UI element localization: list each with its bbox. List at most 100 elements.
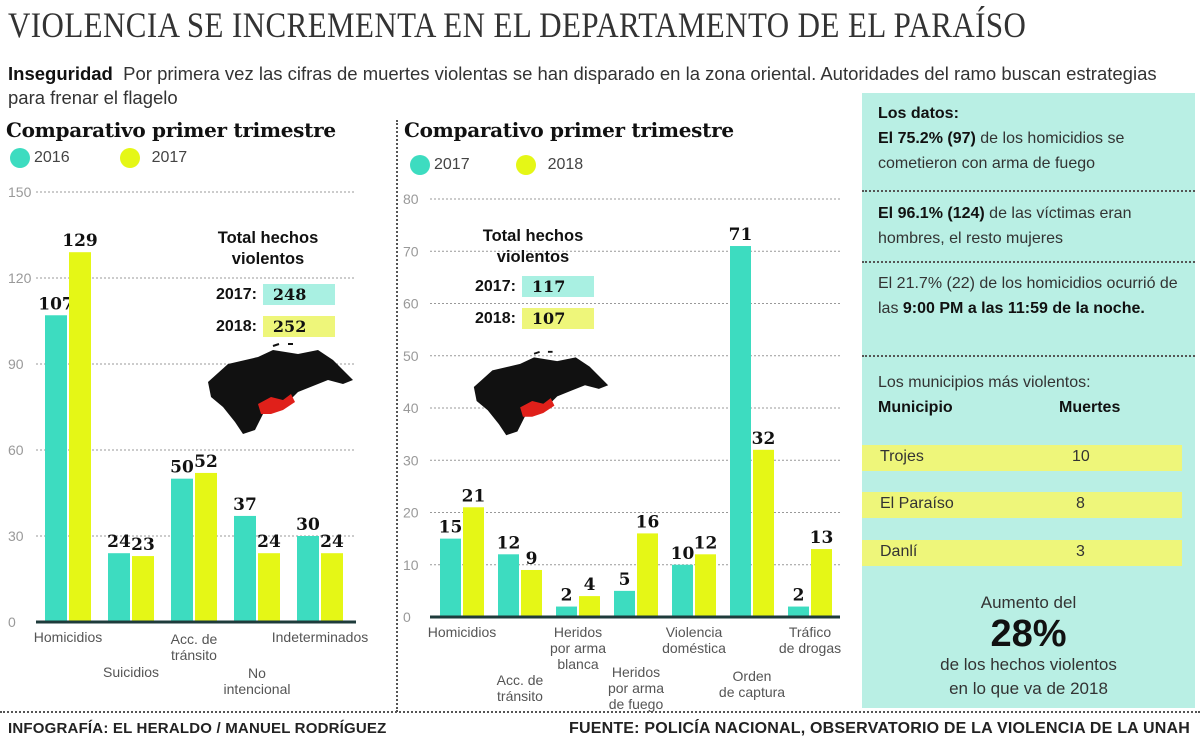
kicker: Inseguridad bbox=[8, 63, 113, 84]
bar bbox=[788, 606, 809, 617]
y-tick-label: 120 bbox=[8, 270, 32, 286]
chart2-title: Comparativo primer trimestre bbox=[404, 118, 734, 142]
chart1-inset-row: 2018: 252 bbox=[216, 316, 335, 337]
municipio-row: El Paraíso 8 bbox=[862, 492, 1182, 518]
bar bbox=[258, 553, 280, 622]
x-category-label: Homicidios bbox=[427, 624, 497, 640]
bar bbox=[440, 538, 461, 617]
data-label: 107 bbox=[38, 294, 74, 314]
y-tick-label: 150 bbox=[8, 184, 32, 200]
footer-source: FUENTE: POLICÍA NACIONAL, OBSERVATORIO D… bbox=[568, 720, 1190, 737]
y-tick-label: 30 bbox=[403, 452, 419, 468]
legend-dot-2017 bbox=[119, 148, 140, 168]
legend-label: 2018 bbox=[547, 156, 584, 173]
data-label: 10 bbox=[671, 544, 695, 564]
col-muertes: Muertes bbox=[1059, 399, 1121, 416]
x-category-label: Orden de captura bbox=[718, 668, 786, 700]
fact-3: El 21.7% (22) de los homicidios ocurrió … bbox=[878, 271, 1178, 321]
page-title: VIOLENCIA SE INCREMENTA EN EL DEPARTAMEN… bbox=[8, 5, 1027, 45]
bar bbox=[695, 554, 716, 617]
data-label: 5 bbox=[619, 570, 631, 590]
y-tick-label: 30 bbox=[8, 528, 24, 544]
y-tick-label: 0 bbox=[8, 614, 16, 630]
data-label: 9 bbox=[526, 549, 538, 569]
y-tick-label: 70 bbox=[403, 243, 419, 259]
fact-bold: El 75.2% (97) bbox=[878, 130, 976, 147]
increase-value: 28% bbox=[990, 613, 1067, 655]
subtitle: Inseguridad Por primera vez las cifras d… bbox=[8, 62, 1178, 110]
x-category-label: Homicidios bbox=[33, 629, 103, 645]
honduras-map-icon bbox=[208, 343, 353, 434]
data-label: 37 bbox=[233, 495, 257, 515]
x-category-label: Heridos por arma de fuego bbox=[607, 664, 665, 712]
municipios-header: Municipio Muertes bbox=[878, 395, 1188, 420]
divider bbox=[862, 355, 1195, 357]
inset-value: 252 bbox=[262, 316, 335, 337]
subtitle-text: Por primera vez las cifras de muertes vi… bbox=[8, 63, 1157, 108]
municipios-title: Los municipios más violentos: bbox=[878, 374, 1091, 391]
chart2-inset-title: Total hechos violentos bbox=[482, 227, 584, 266]
x-category-label: Suicidios bbox=[102, 664, 160, 680]
data-label: 24 bbox=[320, 532, 344, 552]
legend-label: 2016 bbox=[34, 149, 70, 166]
chart1-legend: 2016 2017 bbox=[10, 148, 187, 168]
x-category-label: Acc. de tránsito bbox=[170, 631, 218, 663]
chart1-inset-row: 2017: 248 bbox=[216, 284, 335, 305]
x-category-label: Violencia doméstica bbox=[662, 624, 726, 656]
municipio-value: 10 bbox=[1072, 448, 1090, 465]
y-tick-label: 60 bbox=[403, 296, 419, 312]
municipio-name: Danlí bbox=[880, 543, 918, 560]
chart2-inset-row: 2017: 117 bbox=[475, 276, 594, 297]
bar bbox=[463, 507, 484, 617]
legend-dot-2016 bbox=[10, 148, 30, 168]
inset-label: 2017: bbox=[475, 277, 516, 295]
fact-bold: 9:00 PM a las 11:59 de la noche. bbox=[902, 300, 1145, 317]
fact-1: Los datos: El 75.2% (97) de los homicidio… bbox=[878, 101, 1188, 176]
data-label: 24 bbox=[257, 532, 281, 552]
bar bbox=[556, 606, 577, 617]
bar bbox=[753, 449, 774, 617]
y-tick-label: 80 bbox=[403, 191, 419, 207]
fact-text: de las víctimas eran hombres, el resto m… bbox=[878, 205, 1132, 247]
data-label: 2 bbox=[561, 586, 573, 606]
municipio-row: Danlí 3 bbox=[862, 540, 1182, 566]
data-label: 2 bbox=[793, 586, 805, 606]
data-label: 12 bbox=[497, 533, 521, 553]
data-label: 24 bbox=[107, 532, 131, 552]
bar bbox=[171, 478, 193, 622]
fact-text: de los homicidios se cometieron con arma… bbox=[878, 130, 1125, 172]
bar bbox=[614, 590, 635, 617]
municipio-value: 3 bbox=[1076, 543, 1085, 560]
inset-label: 2018: bbox=[216, 317, 257, 335]
increase-post: en lo que va de 2018 bbox=[949, 679, 1108, 698]
col-municipio: Municipio bbox=[878, 399, 953, 416]
data-label: 4 bbox=[584, 575, 596, 595]
data-label: 32 bbox=[752, 429, 776, 449]
data-label: 129 bbox=[62, 231, 98, 251]
chart2-legend: 2017 2018 bbox=[410, 155, 583, 175]
data-label: 12 bbox=[694, 533, 718, 553]
legend-dot-2017 bbox=[410, 155, 430, 175]
footer-credit: INFOGRAFÍA: EL HERALDO / MANUEL RODRÍGUE… bbox=[8, 720, 387, 737]
y-tick-label: 90 bbox=[8, 356, 24, 372]
data-label: 21 bbox=[462, 486, 486, 506]
chart1-inset-title: Total hechos violentos bbox=[217, 229, 319, 268]
increase-pre: Aumento del bbox=[980, 593, 1077, 612]
y-tick-label: 10 bbox=[403, 557, 419, 573]
facts-panel: Los datos: El 75.2% (97) de los homicidio… bbox=[862, 93, 1195, 708]
bar bbox=[321, 553, 343, 622]
bar bbox=[730, 246, 751, 617]
separator bbox=[396, 120, 398, 712]
bar bbox=[45, 315, 67, 622]
divider bbox=[862, 190, 1195, 192]
municipio-name: El Paraíso bbox=[880, 495, 954, 512]
bar bbox=[521, 569, 542, 617]
y-tick-label: 50 bbox=[403, 348, 419, 364]
legend-dot-2018 bbox=[515, 155, 536, 175]
data-label: 30 bbox=[296, 515, 320, 535]
bar bbox=[811, 549, 832, 617]
x-category-label: Acc. de tránsito bbox=[496, 672, 544, 704]
data-label: 52 bbox=[194, 452, 218, 472]
